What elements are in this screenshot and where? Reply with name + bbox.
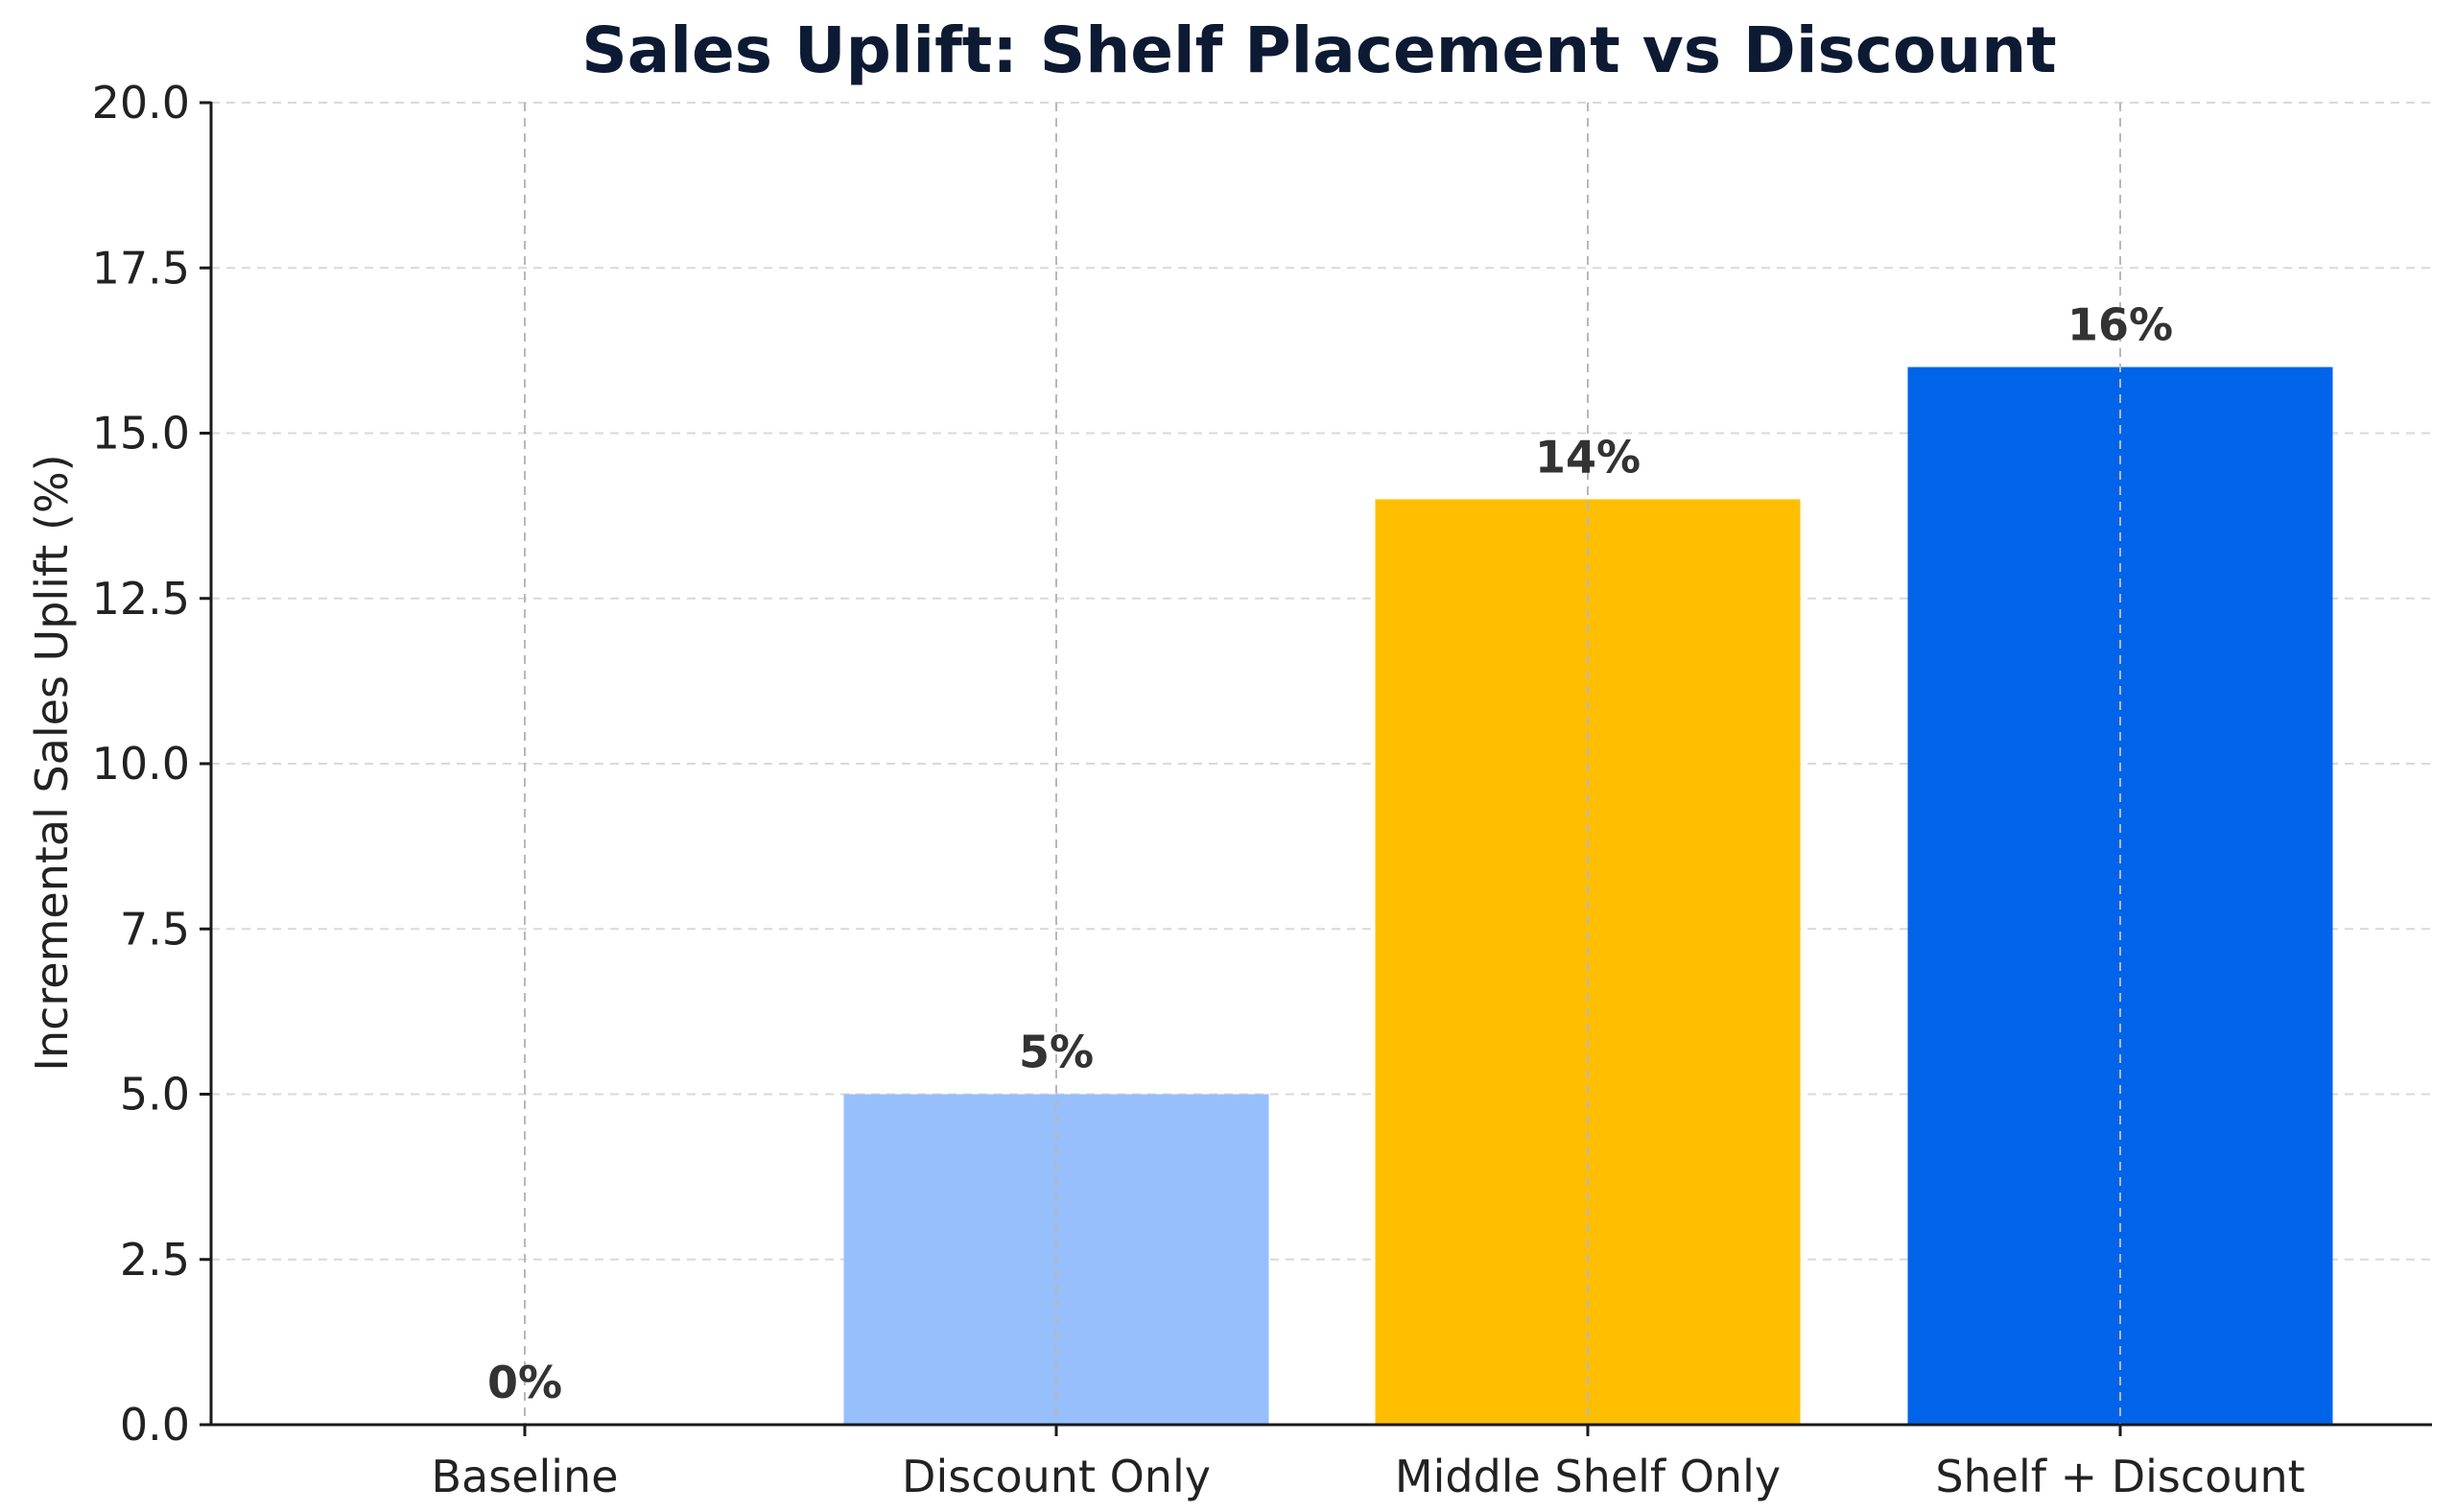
x-tick-label: Shelf + Discount [1935, 1451, 2304, 1502]
y-tick-label: 7.5 [120, 903, 190, 955]
y-tick-label: 5.0 [120, 1069, 190, 1121]
y-tick-label: 2.5 [120, 1234, 190, 1286]
y-axis-label: Incremental Sales Uplift (%) [26, 454, 78, 1071]
y-tick-label: 17.5 [92, 242, 190, 294]
bar-shelf-discount [1907, 366, 2333, 1426]
chart-title: Sales Uplift: Shelf Placement vs Discoun… [581, 13, 2056, 87]
data-label: 0% [487, 1357, 562, 1408]
x-tick-label: Middle Shelf Only [1395, 1451, 1781, 1502]
data-labels-layer: 0% 5% 14% 16% [487, 299, 2173, 1408]
vertical-grid-layer [524, 103, 2121, 1425]
data-label: 5% [1019, 1027, 1094, 1078]
x-tick-label: Baseline [431, 1451, 618, 1502]
y-tick-label: 15.0 [92, 408, 190, 460]
x-tick-label: Discount Only [902, 1451, 1211, 1502]
data-label: 16% [2067, 299, 2173, 351]
data-label: 14% [1535, 431, 1641, 483]
y-tick-label: 20.0 [92, 77, 190, 129]
y-tick-label: 10.0 [92, 738, 190, 790]
y-tick-label: 0.0 [120, 1399, 190, 1451]
axes-layer: 0.0 2.5 5.0 7.5 10.0 12.5 15.0 17.5 20.0 Baseline… [92, 77, 2432, 1502]
grid-layer [211, 102, 2432, 1261]
y-tick-label: 12.5 [92, 573, 190, 625]
